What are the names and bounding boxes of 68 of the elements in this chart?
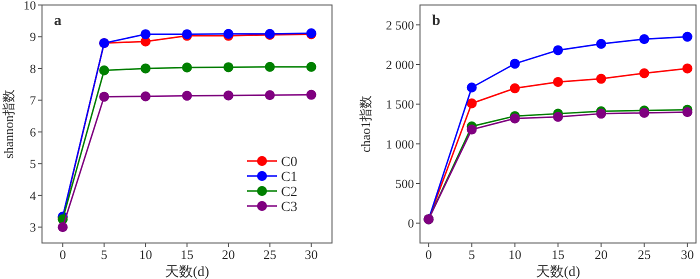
- point: [223, 62, 234, 72]
- point: [682, 32, 692, 42]
- y-axis-title: shannon指数: [1, 89, 16, 159]
- point: [510, 58, 520, 69]
- legend-label: C1: [281, 170, 298, 185]
- point: [264, 90, 275, 100]
- x-tick-label: 30: [680, 247, 694, 262]
- y-tick-label: 500: [395, 177, 414, 191]
- y-tick-label: 0: [408, 216, 414, 231]
- y-tick-label: 3: [30, 220, 36, 235]
- x-tick-label: 25: [263, 247, 276, 262]
- x-axis-title: 天数(d): [164, 264, 210, 279]
- x-tick-label: 0: [59, 247, 66, 262]
- y-tick-label: 9: [30, 30, 36, 44]
- point: [223, 90, 234, 100]
- y-tick-label: 7: [30, 94, 36, 108]
- legend-label: C2: [281, 185, 298, 200]
- point: [306, 62, 316, 72]
- point: [639, 34, 650, 44]
- point: [99, 92, 110, 102]
- x-tick-label: 0: [425, 247, 432, 262]
- y-tick-label: 10: [24, 0, 36, 12]
- point: [553, 76, 563, 87]
- x-tick-label: 10: [508, 247, 522, 262]
- point: [306, 90, 316, 100]
- y-tick-label: 1 500: [386, 98, 414, 112]
- x-tick-label: 20: [594, 247, 608, 262]
- y-axis-title: chao1指数: [358, 95, 373, 153]
- point: [596, 74, 606, 84]
- point: [510, 83, 520, 94]
- text: b: [432, 13, 440, 29]
- point: [58, 222, 68, 232]
- y-tick-label: 4: [30, 188, 37, 203]
- point: [639, 68, 650, 78]
- point: [140, 63, 151, 74]
- y-tick-label: 2 500: [386, 18, 414, 32]
- point: [682, 107, 692, 118]
- point: [596, 108, 606, 119]
- point: [466, 124, 477, 135]
- text: a: [54, 13, 62, 29]
- x-tick-label: 5: [100, 247, 108, 262]
- x-tick-label: 20: [222, 247, 235, 262]
- x-tick-label: 25: [638, 247, 651, 262]
- point: [99, 65, 110, 76]
- x-tick-label: 15: [552, 247, 564, 262]
- y-tick-label: 5: [30, 157, 36, 172]
- x-tick-label: 10: [139, 247, 152, 262]
- point: [553, 112, 563, 122]
- point: [182, 62, 192, 73]
- x-tick-label: 30: [304, 247, 318, 262]
- x-axis-title: 天数(d): [536, 264, 580, 279]
- point: [466, 98, 477, 108]
- point: [553, 45, 563, 56]
- y-tick-label: 1 000: [386, 137, 414, 152]
- point: [140, 29, 151, 40]
- y-tick-label: 8: [30, 62, 36, 76]
- point: [466, 82, 477, 93]
- point: [182, 90, 192, 101]
- y-tick-label: 6: [30, 125, 36, 140]
- y-tick-label: 2 000: [386, 58, 414, 72]
- legend-label: C0: [281, 155, 298, 170]
- point: [140, 91, 151, 102]
- point: [682, 63, 692, 74]
- point: [596, 38, 606, 49]
- x-tick-label: 15: [180, 247, 194, 262]
- x-tick-label: 5: [468, 247, 475, 262]
- point: [264, 62, 275, 72]
- legend-label: C3: [281, 200, 298, 215]
